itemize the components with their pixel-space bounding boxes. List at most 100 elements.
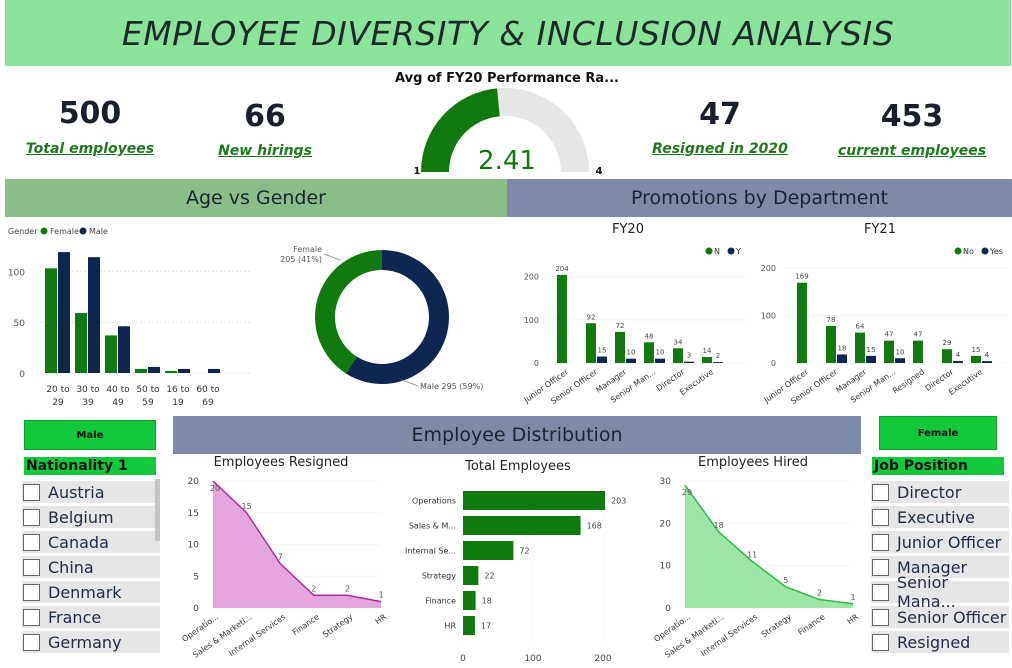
- data-label: 20: [210, 484, 220, 493]
- checkbox-icon[interactable]: [872, 533, 889, 551]
- checkbox-icon[interactable]: [23, 558, 40, 576]
- checkbox-icon[interactable]: [872, 558, 889, 576]
- legend-label: Yes: [989, 247, 1003, 256]
- nationality-scrollbar[interactable]: [155, 479, 160, 541]
- bar: [626, 358, 636, 363]
- legend-marker: [705, 247, 713, 255]
- nationality-option[interactable]: Denmark: [22, 581, 160, 603]
- x-tick-label: 69: [202, 398, 214, 408]
- checkbox-icon[interactable]: [23, 633, 40, 651]
- legend-marker: [954, 247, 962, 255]
- chart-title: Employees Hired: [698, 455, 808, 470]
- y-tick-label: Strategy: [422, 572, 457, 581]
- chart-title: Total Employees: [464, 459, 571, 474]
- bar: [597, 356, 607, 363]
- nationality-option[interactable]: Germany: [22, 631, 160, 653]
- nationality-option[interactable]: Belgium: [22, 506, 160, 528]
- nationality-option[interactable]: Canada: [22, 531, 160, 553]
- checkbox-icon[interactable]: [23, 608, 40, 626]
- job-position-option-label: Senior Officer: [897, 607, 1007, 627]
- y-tick-label: 200: [761, 264, 776, 273]
- chart-title: FY21: [864, 222, 896, 237]
- slice-female: [314, 250, 382, 374]
- area-line: [212, 480, 382, 603]
- bar: [684, 361, 694, 363]
- bar: [895, 358, 905, 363]
- checkbox-icon[interactable]: [872, 583, 889, 601]
- data-label: 72: [519, 547, 529, 556]
- y-tick-label: Finance: [425, 597, 456, 606]
- nationality-option-label: Germany: [48, 632, 122, 652]
- data-label: 78: [827, 316, 836, 324]
- data-label: 15: [972, 346, 981, 354]
- y-tick-label: 10: [660, 562, 672, 572]
- bar: [826, 325, 836, 363]
- checkbox-icon[interactable]: [872, 608, 889, 626]
- bar: [644, 342, 654, 363]
- job-position-option[interactable]: Resigned: [871, 631, 1009, 653]
- x-tick-label: Resigned: [891, 367, 926, 395]
- data-label: 15: [598, 347, 607, 355]
- data-label: 34: [674, 338, 683, 346]
- x-tick-label: Internal Services: [227, 612, 287, 658]
- bar-female: [45, 268, 57, 373]
- job-position-option[interactable]: Executive: [871, 506, 1009, 528]
- data-label: 204: [555, 265, 569, 273]
- x-tick-label: 49: [112, 398, 124, 408]
- job-position-option-label: Senior Mana...: [897, 573, 956, 611]
- job-position-option[interactable]: Senior Officer: [871, 606, 1009, 628]
- x-tick-label: 40 to: [106, 385, 130, 395]
- x-tick-label: HR: [846, 612, 861, 626]
- kpi-total-employees-value: 500: [58, 96, 122, 131]
- section-promotions: Promotions by Department: [507, 179, 1012, 217]
- checkbox-icon[interactable]: [872, 483, 889, 501]
- y-tick-label: 0: [19, 370, 25, 380]
- male-filter-button[interactable]: Male: [24, 420, 156, 450]
- data-label: 4: [956, 351, 961, 359]
- x-tick-label: Strategy: [760, 612, 793, 639]
- job-position-option[interactable]: Manager: [871, 556, 1009, 578]
- checkbox-icon[interactable]: [23, 508, 40, 526]
- data-label: 3: [687, 352, 691, 360]
- y-tick-label: Sales & M...: [409, 522, 456, 531]
- nationality-option-label: Belgium: [48, 507, 114, 527]
- bar: [463, 491, 606, 510]
- kpi-current-employees-value: 453: [880, 99, 944, 134]
- bar: [655, 358, 665, 363]
- job-position-option[interactable]: Junior Officer: [871, 531, 1009, 553]
- nationality-slicer-list: Austria Belgium Canada China Denmark France Ge…: [22, 481, 160, 656]
- checkbox-icon[interactable]: [872, 508, 889, 526]
- nationality-option[interactable]: France: [22, 606, 160, 628]
- job-position-option-label: Manager: [897, 557, 968, 577]
- bar: [615, 331, 625, 363]
- data-label: 169: [795, 273, 808, 281]
- job-position-option[interactable]: Senior Mana...: [871, 573, 1009, 611]
- data-label: 2: [817, 589, 822, 598]
- legend-label: N: [714, 247, 720, 256]
- bar: [797, 282, 807, 363]
- data-label: 168: [587, 522, 602, 531]
- section-age-gender: Age vs Gender: [5, 179, 507, 217]
- age-gender-chart: Gender Female Male 0 50 100 20 to 29 30 to 39 40 t…: [8, 227, 250, 408]
- x-tick-label: 100: [524, 654, 541, 664]
- bar: [463, 516, 581, 535]
- legend-male-label: Male: [89, 227, 108, 236]
- bar: [702, 356, 712, 363]
- job-position-option[interactable]: Director: [871, 481, 1009, 503]
- female-filter-button[interactable]: Female: [879, 416, 997, 450]
- y-tick-label: 100: [524, 316, 539, 325]
- checkbox-icon[interactable]: [872, 633, 889, 651]
- data-label: 29: [943, 339, 952, 347]
- nationality-option[interactable]: Austria: [22, 481, 160, 503]
- checkbox-icon[interactable]: [23, 533, 40, 551]
- data-label: 47: [914, 331, 923, 339]
- legend-label: No: [963, 247, 974, 256]
- checkbox-icon[interactable]: [23, 583, 40, 601]
- checkbox-icon[interactable]: [23, 483, 40, 501]
- bar-female: [165, 370, 177, 373]
- nationality-option[interactable]: China: [22, 556, 160, 578]
- data-label: 1: [850, 593, 855, 602]
- data-label: 18: [838, 344, 847, 352]
- bar: [586, 323, 596, 363]
